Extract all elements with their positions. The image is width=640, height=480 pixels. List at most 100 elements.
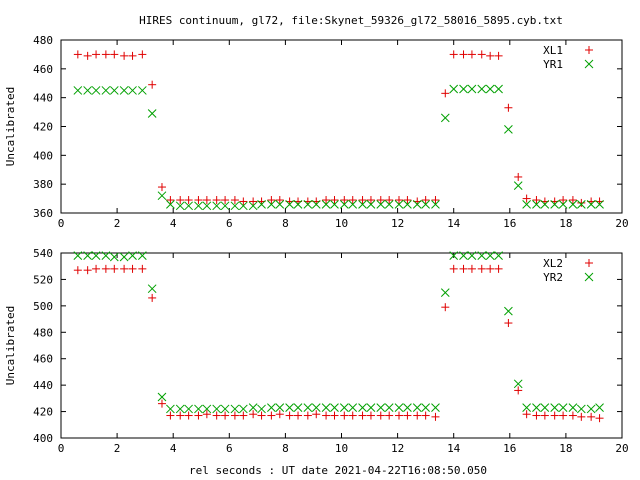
data-point xyxy=(586,404,596,414)
data-point xyxy=(293,199,303,209)
data-point xyxy=(293,403,303,412)
data-point xyxy=(202,196,211,205)
x-tick-label: 6 xyxy=(226,442,233,455)
data-point xyxy=(504,125,513,134)
data-point xyxy=(128,51,137,60)
data-point xyxy=(441,89,450,98)
data-point xyxy=(248,201,258,211)
y-tick-label: 420 xyxy=(33,121,53,134)
data-point xyxy=(294,411,303,420)
data-point xyxy=(540,411,549,420)
data-point xyxy=(239,197,248,206)
data-point xyxy=(403,403,412,412)
data-point xyxy=(431,199,440,209)
data-point xyxy=(384,403,394,412)
data-point xyxy=(311,199,321,209)
series-XL1 xyxy=(73,50,604,207)
y-tick-label: 360 xyxy=(33,207,53,220)
data-point xyxy=(358,411,367,420)
y-tick-label: 440 xyxy=(33,379,53,392)
y-tick-label: 400 xyxy=(33,149,53,162)
x-tick-label: 20 xyxy=(615,442,628,455)
data-point xyxy=(303,411,312,420)
data-point xyxy=(384,199,394,209)
data-point xyxy=(366,411,375,420)
data-point xyxy=(421,411,430,420)
data-point xyxy=(230,411,239,420)
data-point xyxy=(194,411,203,420)
data-point xyxy=(83,266,92,275)
data-point xyxy=(92,264,101,273)
x-tick-label: 12 xyxy=(391,217,404,230)
data-point xyxy=(184,201,193,211)
y-tick-label: 540 xyxy=(33,247,53,260)
data-point xyxy=(311,403,321,412)
y-tick-label: 440 xyxy=(33,92,53,105)
data-point xyxy=(558,199,568,209)
data-point xyxy=(395,411,404,420)
data-point xyxy=(176,411,185,420)
data-point xyxy=(138,264,147,273)
data-point xyxy=(110,50,119,59)
data-point xyxy=(504,306,513,316)
data-point xyxy=(477,251,487,260)
data-point xyxy=(110,264,119,273)
data-point xyxy=(128,264,137,273)
data-point xyxy=(101,251,111,260)
data-point xyxy=(230,201,240,211)
data-point xyxy=(532,199,541,209)
data-point xyxy=(202,404,212,414)
data-point xyxy=(494,251,503,260)
data-point xyxy=(175,404,185,414)
legend-marker xyxy=(585,259,593,267)
data-point xyxy=(248,403,258,412)
data-point xyxy=(394,199,404,209)
data-point xyxy=(559,411,568,420)
x-tick-label: 4 xyxy=(170,217,177,230)
data-point xyxy=(532,403,541,412)
data-point xyxy=(421,196,430,205)
data-point xyxy=(412,403,422,412)
data-point xyxy=(513,379,523,389)
y-tick-label: 400 xyxy=(33,432,53,445)
data-point xyxy=(532,411,541,420)
series-XL2 xyxy=(73,264,604,423)
data-point xyxy=(220,201,230,211)
y-tick-label: 480 xyxy=(33,34,53,47)
data-point xyxy=(577,412,586,421)
data-point xyxy=(385,196,394,205)
data-point xyxy=(339,403,349,412)
data-point xyxy=(230,196,239,205)
y-tick-label: 380 xyxy=(33,178,53,191)
x-tick-label: 0 xyxy=(58,442,65,455)
data-point xyxy=(459,84,468,94)
data-point xyxy=(348,199,358,209)
data-point xyxy=(303,403,313,412)
data-point xyxy=(467,264,476,273)
data-point xyxy=(312,410,321,419)
y-tick-label: 460 xyxy=(33,63,53,76)
data-point xyxy=(413,411,422,420)
x-tick-label: 10 xyxy=(335,217,348,230)
data-point xyxy=(322,411,331,420)
panel-2: 0 2 4 6 8 10 12 14 16 18 20 400 420 440 460 480 500 520 54… xyxy=(4,247,629,455)
data-point xyxy=(184,411,193,420)
data-point xyxy=(403,199,412,209)
x-tick-label: 16 xyxy=(503,217,516,230)
data-point xyxy=(459,50,468,59)
data-point xyxy=(119,86,129,95)
data-point xyxy=(340,196,349,205)
data-point xyxy=(376,199,386,209)
data-point xyxy=(485,251,495,260)
data-point xyxy=(558,403,568,412)
data-point xyxy=(330,196,339,205)
x-tick-label: 12 xyxy=(391,442,404,455)
series-YR2 xyxy=(73,251,604,414)
data-point xyxy=(212,201,222,211)
data-point xyxy=(587,412,596,421)
data-point xyxy=(119,252,129,262)
data-point xyxy=(459,251,468,260)
data-point xyxy=(109,252,119,262)
data-point xyxy=(321,199,331,209)
data-point xyxy=(330,411,339,420)
